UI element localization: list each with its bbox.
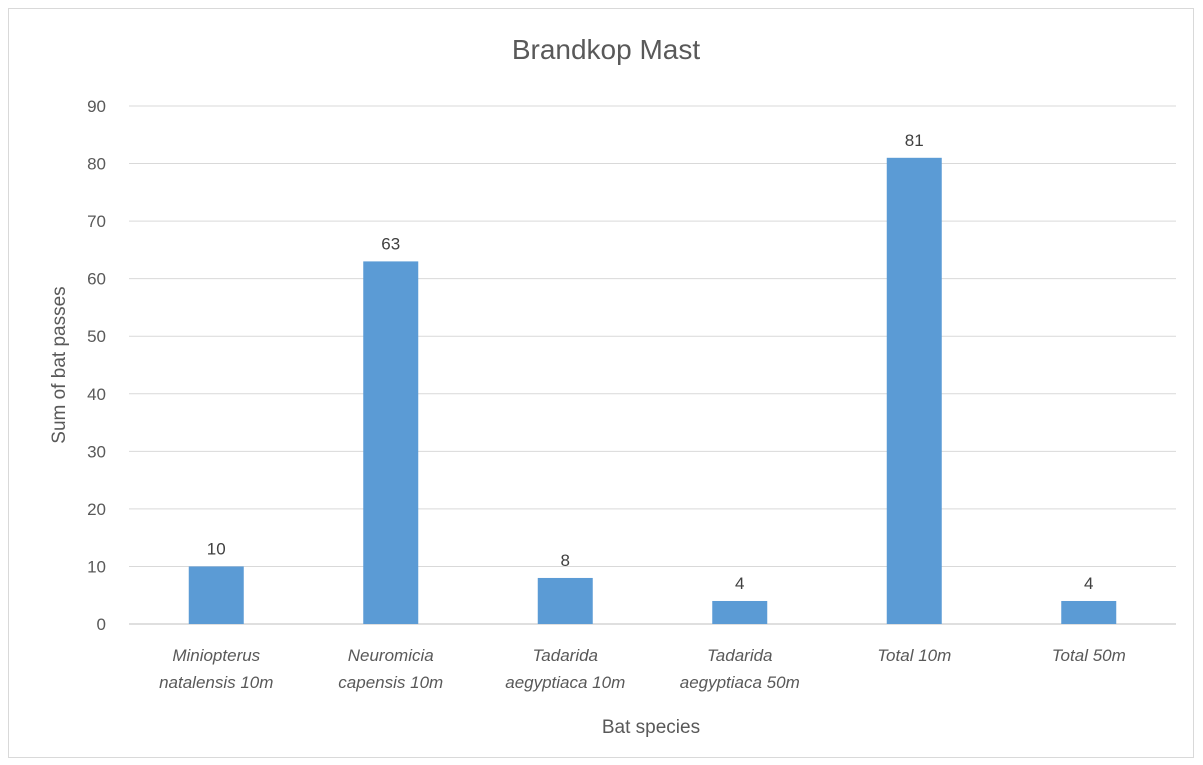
x-category-label: Tadarida <box>532 646 598 665</box>
x-category-label: Total 50m <box>1052 646 1126 665</box>
y-tick-label: 80 <box>87 155 106 174</box>
x-category-label: Tadarida <box>707 646 773 665</box>
y-tick-label: 70 <box>87 212 106 231</box>
bar <box>1061 600 1117 624</box>
bar <box>712 600 768 624</box>
bar-value-label: 10 <box>207 539 226 558</box>
y-axis-ticks: 0 10 20 30 40 50 60 70 80 90 <box>87 97 106 634</box>
bar <box>886 157 942 625</box>
bar <box>537 577 593 624</box>
y-tick-label: 30 <box>87 442 106 461</box>
x-category-label: Total 10m <box>877 646 951 665</box>
y-tick-label: 60 <box>87 270 106 289</box>
y-tick-label: 10 <box>87 557 106 576</box>
x-category-label: capensis 10m <box>338 673 443 692</box>
y-tick-label: 50 <box>87 327 106 346</box>
x-category-label: aegyptiaca 50m <box>680 673 800 692</box>
bar <box>363 261 419 624</box>
chart-title: Brandkop Mast <box>512 34 701 65</box>
y-tick-label: 0 <box>97 615 106 634</box>
bar-value-label: 4 <box>735 574 744 593</box>
bar-value-label: 81 <box>905 131 924 150</box>
x-category-label: aegyptiaca 10m <box>505 673 625 692</box>
bar-value-label: 4 <box>1084 574 1093 593</box>
bar <box>188 566 244 624</box>
chart-frame <box>8 8 1194 758</box>
bar-value-label: 63 <box>381 234 400 253</box>
data-labels: 10 63 8 4 81 4 <box>207 131 1094 593</box>
x-axis-categories: Miniopterus natalensis 10m Neuromicia capen… <box>159 646 1126 692</box>
x-category-label: Neuromicia <box>348 646 434 665</box>
x-axis-title: Bat species <box>602 717 700 738</box>
y-tick-label: 20 <box>87 500 106 519</box>
y-tick-label: 40 <box>87 385 106 404</box>
bars <box>188 157 1117 625</box>
x-category-label: Miniopterus <box>172 646 260 665</box>
gridlines <box>129 105 1176 567</box>
x-category-label: natalensis 10m <box>159 673 273 692</box>
y-axis-title: Sum of bat passes <box>49 286 70 443</box>
bar-value-label: 8 <box>561 551 570 570</box>
y-tick-label: 90 <box>87 97 106 116</box>
